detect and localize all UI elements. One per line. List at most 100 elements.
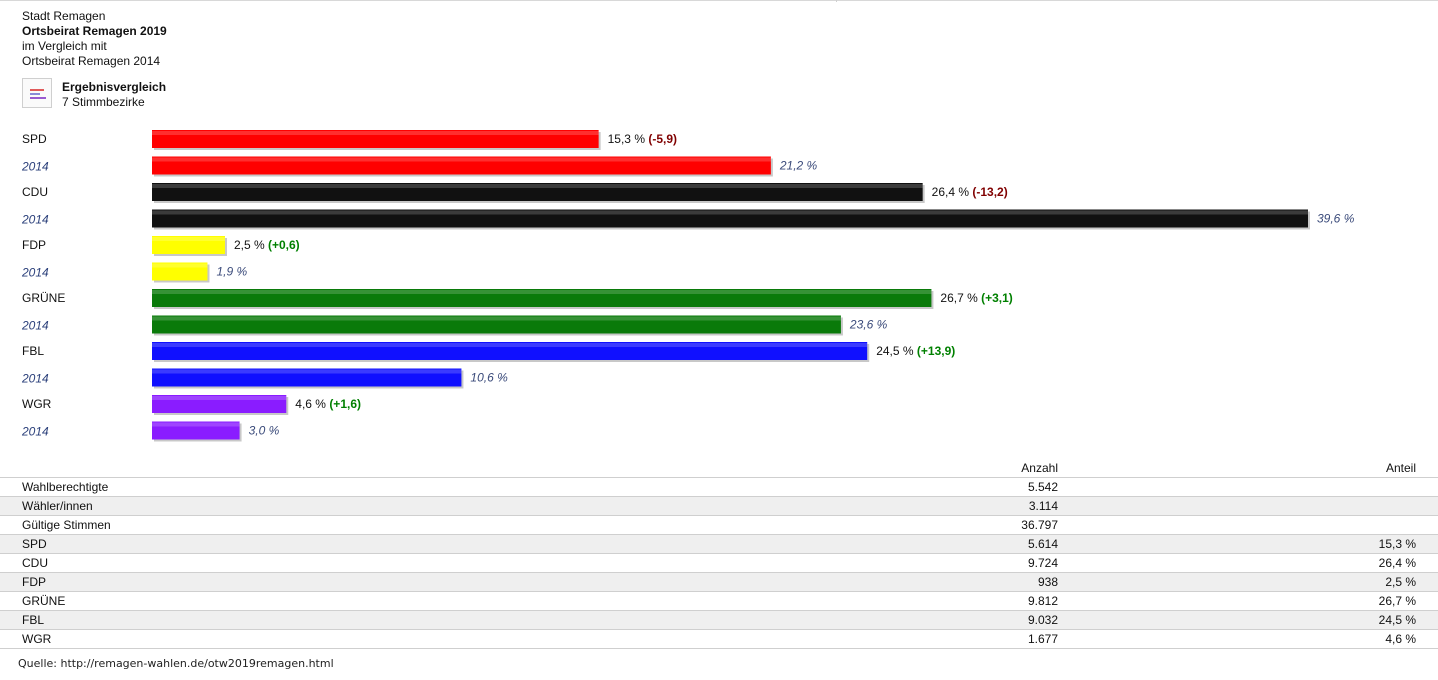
previous-year-label: 2014 [21, 372, 49, 386]
bar-diff-label: (+0,6) [268, 238, 300, 252]
row-name: Wähler/innen [22, 499, 93, 513]
bar-diff-label: (+3,1) [981, 291, 1013, 305]
legend-title: Ergebnisvergleich [62, 80, 167, 94]
results-table: Anzahl Anteil Wahlberechtigte 5.542 Wähler… [0, 458, 1438, 649]
bar-diff-label: (+13,9) [917, 344, 955, 358]
category-label: CDU [22, 185, 48, 199]
table-row: GRÜNE 9.812 26,7 % [0, 592, 1438, 611]
city-name: Stadt Remagen [22, 9, 106, 23]
bar-highlight [152, 422, 240, 427]
bar-previous [152, 368, 462, 387]
bar-diff-label: (+1,6) [329, 397, 361, 411]
bar-diff-label: (-13,2) [972, 185, 1007, 199]
table-row: CDU 9.724 26,4 % [0, 554, 1438, 573]
row-share: 2,5 % [1385, 575, 1416, 589]
results-bar-chart: SPD 2014 15,3 % (-5,9) 21,2 % CDU 2014 26,4 % … [21, 130, 1355, 442]
bar-highlight [152, 237, 225, 241]
bar-current [152, 183, 923, 201]
row-share: 4,6 % [1385, 632, 1416, 646]
row-name: GRÜNE [22, 594, 66, 608]
col-header-share: Anteil [1385, 461, 1416, 475]
compare-prefix: im Vergleich mit [22, 39, 107, 53]
previous-year-label: 2014 [21, 213, 49, 227]
legend-text: Ergebnisvergleich 7 Stimmbezirke [62, 80, 166, 110]
election-title: Ortsbeirat Remagen 2019 [22, 24, 167, 38]
table-row: SPD 5.614 15,3 % [0, 535, 1438, 554]
row-name: FDP [22, 575, 46, 589]
row-name: SPD [22, 537, 47, 551]
row-share: 26,4 % [1378, 556, 1416, 570]
previous-value-label: 23,6 % [849, 318, 888, 332]
row-share: 26,7 % [1378, 594, 1416, 608]
row-count: 5.614 [1027, 537, 1058, 551]
bar-diff-label: (-5,9) [648, 132, 677, 146]
row-name: Gültige Stimmen [22, 518, 111, 532]
bar-current [152, 342, 868, 360]
previous-value-label: 3,0 % [249, 424, 280, 438]
category-label: GRÜNE [22, 291, 65, 305]
bar-current [152, 236, 225, 254]
bar-highlight [152, 396, 287, 400]
table-header: Anzahl Anteil [0, 458, 1438, 478]
row-count: 5.542 [1027, 480, 1058, 494]
row-share: 15,3 % [1378, 537, 1416, 551]
bar-previous [152, 209, 1308, 228]
bar-value-label: 15,3 % (-5,9) [608, 132, 677, 146]
compare-election: Ortsbeirat Remagen 2014 [22, 54, 161, 68]
bar-highlight [152, 263, 208, 268]
bar-highlight [152, 184, 923, 188]
table-row: WGR 1.677 4,6 % [0, 630, 1438, 649]
bar-previous [152, 156, 771, 175]
row-count: 938 [1037, 575, 1058, 589]
bar-value-label: 26,7 % (+3,1) [940, 291, 1012, 305]
bar-value-label: 24,5 % (+13,9) [876, 344, 955, 358]
table-row: Wahlberechtigte 5.542 [0, 478, 1438, 497]
bar-highlight [152, 210, 1308, 215]
bar-previous [152, 421, 240, 440]
bar-current [152, 289, 932, 307]
row-name: Wahlberechtigte [22, 480, 109, 494]
row-count: 1.677 [1027, 632, 1058, 646]
bar-current [152, 395, 287, 413]
col-header-count: Anzahl [1021, 461, 1058, 475]
category-label: WGR [22, 397, 52, 411]
bar-value-label: 26,4 % (-13,2) [932, 185, 1008, 199]
bar-highlight [152, 369, 462, 374]
previous-value-label: 39,6 % [1317, 212, 1355, 226]
table-row: FBL 9.032 24,5 % [0, 611, 1438, 630]
row-share: 24,5 % [1378, 613, 1416, 627]
row-count: 3.114 [1028, 499, 1058, 513]
page-header: Stadt Remagen Ortsbeirat Remagen 2019 im… [22, 9, 167, 69]
bar-highlight [152, 343, 868, 347]
table-body: Wahlberechtigte 5.542 Wähler/innen 3.114 Gül… [0, 478, 1438, 649]
table-row: FDP 938 2,5 % [0, 573, 1438, 592]
top-border-tick [836, 0, 837, 2]
bar-previous [152, 262, 208, 281]
row-count: 9.032 [1027, 613, 1058, 627]
row-count: 9.812 [1027, 594, 1058, 608]
previous-year-label: 2014 [21, 425, 49, 439]
previous-value-label: 21,2 % [779, 159, 818, 173]
bar-highlight [152, 290, 932, 294]
category-label: FBL [22, 344, 44, 358]
category-label: SPD [22, 132, 47, 146]
top-border [0, 0, 1438, 1]
source-note: Quelle: http://remagen-wahlen.de/otw2019… [18, 657, 334, 670]
bar-highlight [152, 316, 841, 321]
previous-value-label: 1,9 % [216, 265, 247, 279]
previous-year-label: 2014 [21, 266, 49, 280]
row-count: 36.797 [1021, 518, 1058, 532]
table-row: Gültige Stimmen 36.797 [0, 516, 1438, 535]
previous-year-label: 2014 [21, 160, 49, 174]
category-label: FDP [22, 238, 46, 252]
row-name: CDU [22, 556, 48, 570]
row-name: FBL [22, 613, 45, 627]
bar-current [152, 130, 599, 148]
table-row: Wähler/innen 3.114 [0, 497, 1438, 516]
legend-subtitle: 7 Stimmbezirke [62, 95, 145, 109]
previous-value-label: 10,6 % [470, 371, 508, 385]
row-name: WGR [22, 632, 52, 646]
bar-highlight [152, 157, 771, 162]
bar-value-label: 4,6 % (+1,6) [295, 397, 361, 411]
bar-previous [152, 315, 841, 334]
